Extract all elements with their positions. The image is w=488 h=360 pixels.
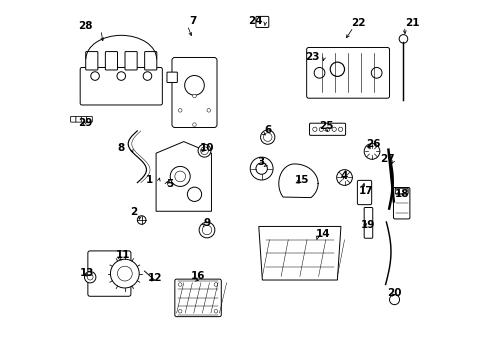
Circle shape [137, 216, 145, 224]
Circle shape [329, 62, 344, 76]
FancyBboxPatch shape [309, 123, 345, 135]
Circle shape [370, 67, 381, 78]
Text: 16: 16 [190, 271, 205, 282]
Circle shape [199, 222, 214, 238]
Circle shape [178, 109, 182, 112]
Circle shape [178, 283, 182, 286]
Text: 2: 2 [130, 207, 137, 217]
Text: 28: 28 [78, 21, 93, 31]
Text: 14: 14 [315, 229, 330, 239]
FancyBboxPatch shape [88, 251, 131, 296]
Text: 4: 4 [340, 171, 347, 181]
Circle shape [198, 144, 210, 157]
Circle shape [260, 130, 274, 144]
Text: 17: 17 [358, 186, 372, 196]
Text: 10: 10 [199, 143, 214, 153]
Circle shape [331, 127, 336, 131]
Circle shape [117, 266, 132, 281]
Circle shape [192, 123, 196, 126]
Text: 13: 13 [80, 268, 94, 278]
FancyBboxPatch shape [172, 58, 217, 127]
Circle shape [206, 109, 210, 112]
FancyBboxPatch shape [105, 51, 117, 70]
Text: 6: 6 [264, 125, 271, 135]
Circle shape [255, 163, 267, 174]
Text: 29: 29 [78, 118, 93, 128]
Text: 20: 20 [386, 288, 401, 297]
FancyBboxPatch shape [166, 72, 177, 82]
Circle shape [91, 72, 99, 80]
Text: 1: 1 [146, 175, 153, 185]
Circle shape [175, 171, 185, 182]
FancyBboxPatch shape [255, 17, 268, 27]
Text: 12: 12 [148, 273, 162, 283]
Text: 8: 8 [118, 143, 124, 153]
Circle shape [398, 35, 407, 43]
FancyBboxPatch shape [80, 67, 162, 105]
Circle shape [202, 225, 211, 235]
Text: 26: 26 [365, 139, 380, 149]
Circle shape [263, 133, 271, 141]
Circle shape [313, 67, 324, 78]
Circle shape [110, 259, 139, 288]
FancyBboxPatch shape [125, 51, 137, 70]
FancyBboxPatch shape [86, 116, 92, 122]
Circle shape [87, 274, 93, 280]
Text: 15: 15 [294, 175, 308, 185]
Circle shape [200, 147, 208, 154]
Circle shape [84, 271, 96, 283]
FancyBboxPatch shape [393, 188, 409, 219]
Text: 24: 24 [247, 16, 262, 26]
Circle shape [214, 283, 217, 286]
Text: 5: 5 [165, 179, 173, 189]
Circle shape [184, 76, 204, 95]
Text: 25: 25 [319, 121, 333, 131]
Circle shape [250, 157, 272, 180]
Text: 11: 11 [116, 250, 130, 260]
FancyBboxPatch shape [306, 48, 389, 98]
FancyBboxPatch shape [357, 180, 371, 204]
Circle shape [117, 72, 125, 80]
Circle shape [312, 127, 316, 131]
Text: 19: 19 [360, 220, 374, 230]
Text: 23: 23 [305, 52, 319, 62]
Text: 22: 22 [351, 18, 366, 28]
FancyBboxPatch shape [364, 207, 372, 238]
FancyBboxPatch shape [85, 51, 98, 70]
FancyBboxPatch shape [81, 116, 87, 122]
Text: 27: 27 [379, 154, 394, 163]
FancyBboxPatch shape [76, 116, 81, 122]
FancyBboxPatch shape [175, 279, 221, 317]
Text: 18: 18 [394, 189, 408, 199]
Polygon shape [258, 226, 340, 280]
Polygon shape [156, 141, 211, 211]
Text: 9: 9 [203, 218, 210, 228]
Circle shape [336, 170, 352, 185]
Text: 3: 3 [256, 157, 264, 167]
Circle shape [192, 94, 196, 98]
Circle shape [143, 72, 151, 80]
Circle shape [214, 310, 217, 313]
Circle shape [364, 144, 379, 159]
Circle shape [325, 127, 329, 131]
FancyBboxPatch shape [144, 51, 157, 70]
Circle shape [170, 166, 190, 186]
FancyBboxPatch shape [70, 116, 76, 122]
Circle shape [178, 310, 182, 313]
Circle shape [338, 127, 342, 131]
Circle shape [319, 127, 323, 131]
FancyBboxPatch shape [394, 188, 407, 194]
Circle shape [187, 187, 201, 202]
Text: 21: 21 [405, 18, 419, 28]
Circle shape [389, 295, 399, 305]
Text: 7: 7 [189, 16, 196, 26]
